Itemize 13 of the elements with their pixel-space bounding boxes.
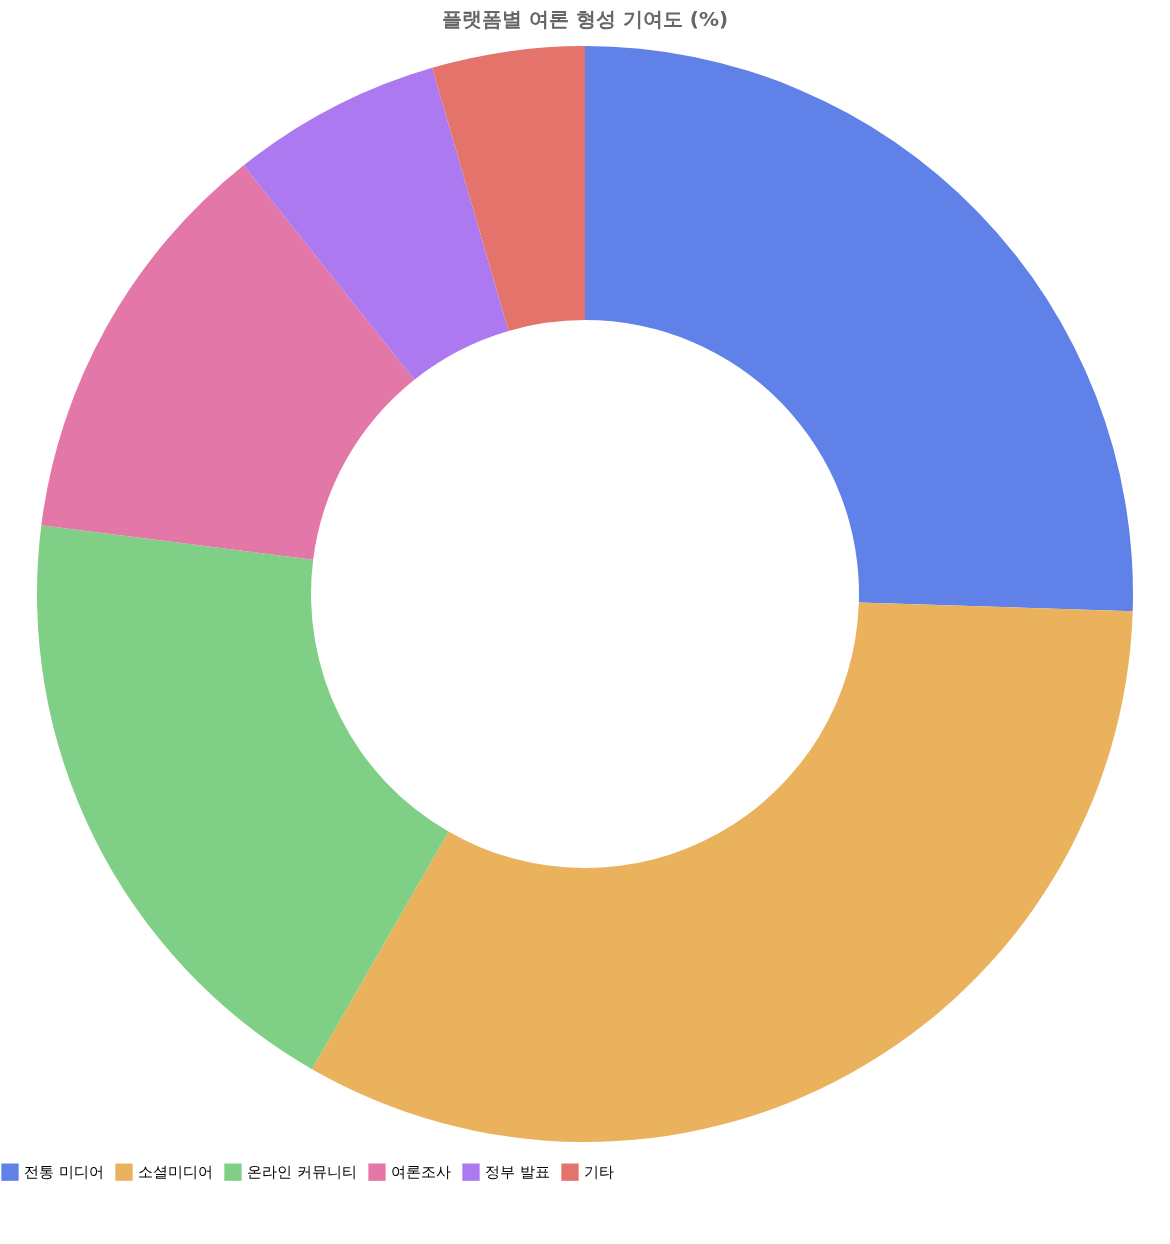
donut-slice: [243, 67, 509, 380]
donut-slice: [585, 46, 1133, 612]
donut-slice: [312, 602, 1133, 1142]
legend-label: 온라인 커뮤니티: [247, 1163, 357, 1182]
legend-label: 기타: [584, 1163, 614, 1182]
donut-slice: [37, 525, 449, 1070]
legend-label: 전통 미디어: [24, 1163, 104, 1182]
donut-slice: [41, 165, 415, 560]
legend-label: 정부 발표: [485, 1163, 550, 1182]
donut-slice: [432, 46, 585, 331]
legend-label: 여론조사: [391, 1163, 451, 1182]
legend-label: 소셜미디어: [138, 1163, 213, 1182]
chart-title: 플랫폼별 여론 형성 기여도 (%): [441, 7, 729, 31]
